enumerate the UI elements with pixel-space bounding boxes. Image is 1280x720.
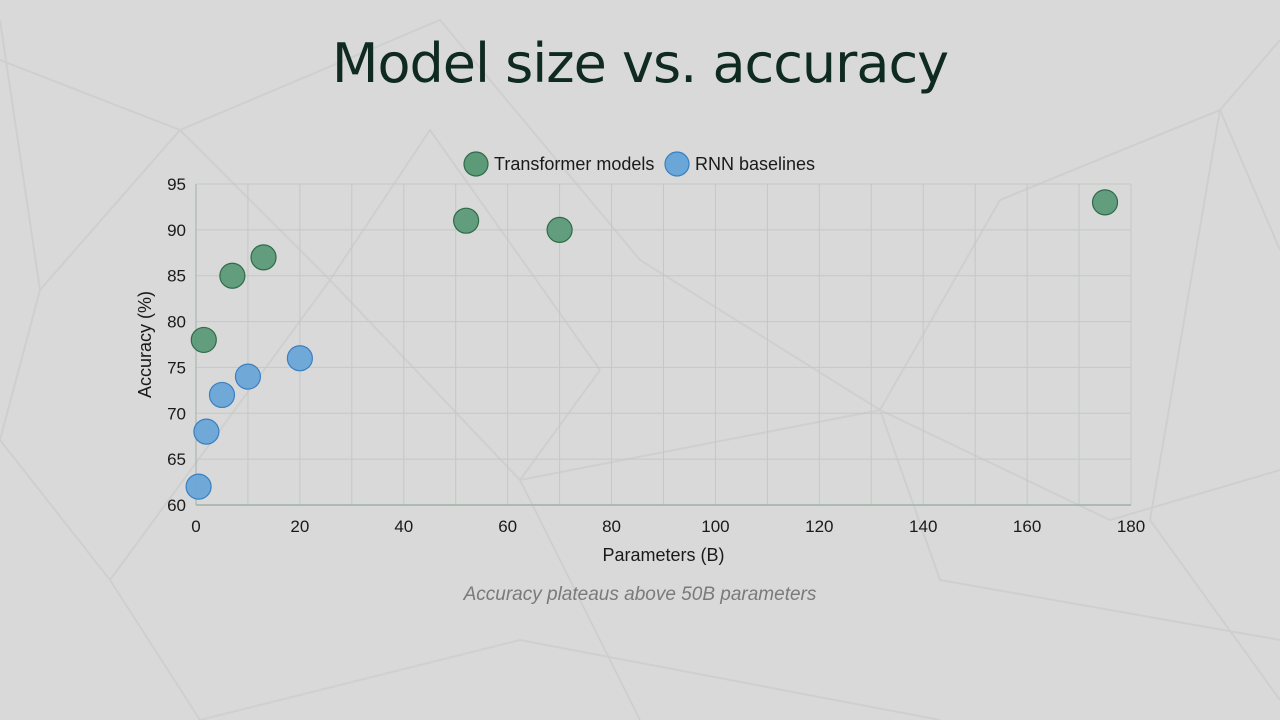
transformer-point bbox=[250, 244, 277, 271]
rnn-point bbox=[185, 473, 212, 500]
x-tick-label: 100 bbox=[701, 517, 729, 536]
y-tick-label: 90 bbox=[167, 221, 186, 240]
x-tick-label: 20 bbox=[290, 517, 309, 536]
legend-label: RNN baselines bbox=[695, 154, 815, 174]
legend-marker bbox=[664, 151, 690, 177]
transformer-point bbox=[190, 326, 217, 354]
rnn-point bbox=[193, 418, 220, 445]
chart-points bbox=[185, 189, 1119, 500]
y-tick-label: 80 bbox=[167, 313, 186, 332]
y-tick-label: 75 bbox=[167, 358, 186, 377]
transformer-point bbox=[1091, 189, 1119, 216]
x-tick-label: 120 bbox=[805, 517, 833, 536]
rnn-point bbox=[286, 345, 313, 372]
transformer-point bbox=[546, 216, 573, 243]
x-tick-label: 60 bbox=[498, 517, 517, 536]
y-tick-label: 95 bbox=[167, 175, 186, 194]
chart-grid bbox=[195, 183, 1132, 506]
x-tick-label: 40 bbox=[394, 517, 413, 536]
y-tick-label: 65 bbox=[167, 450, 186, 469]
y-tick-label: 85 bbox=[167, 267, 186, 286]
x-tick-label: 140 bbox=[909, 517, 937, 536]
rnn-point bbox=[208, 381, 236, 409]
y-tick-label: 60 bbox=[167, 496, 186, 515]
x-tick-label: 160 bbox=[1013, 517, 1041, 536]
x-tick-label: 80 bbox=[602, 517, 621, 536]
chart-legend: Transformer models RNN baselines bbox=[463, 151, 815, 177]
chart-axes: 0 20 40 60 80 100 120 140 160 180 60 65 70 75 80 85 90 95 bbox=[167, 175, 1145, 536]
slide-caption: Accuracy plateaus above 50B parameters bbox=[463, 584, 817, 605]
transformer-point bbox=[453, 207, 480, 234]
rnn-point bbox=[234, 363, 262, 390]
legend-marker bbox=[463, 151, 489, 177]
x-tick-label: 180 bbox=[1117, 517, 1145, 536]
x-tick-label: 0 bbox=[191, 517, 200, 536]
slide-title: Model size vs. accuracy bbox=[331, 32, 949, 95]
x-axis-label: Parameters (B) bbox=[602, 545, 724, 565]
transformer-point bbox=[219, 262, 246, 289]
legend-label: Transformer models bbox=[494, 154, 654, 174]
y-axis-label: Accuracy (%) bbox=[135, 291, 155, 398]
y-tick-label: 70 bbox=[167, 404, 186, 423]
